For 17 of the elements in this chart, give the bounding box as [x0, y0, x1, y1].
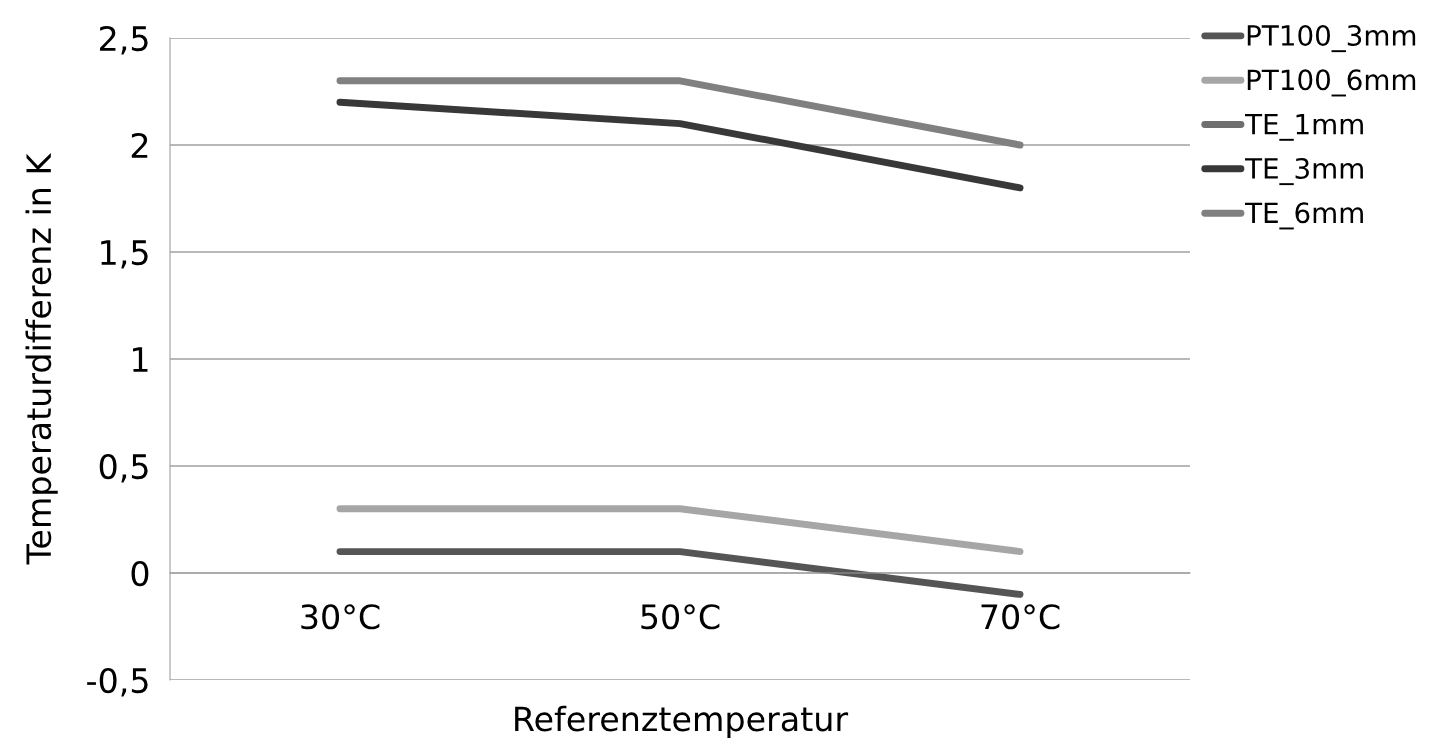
legend-label: PT100_6mm: [1247, 69, 1416, 97]
x-tick-label: 50°C: [641, 604, 720, 630]
legend-label: TE_6mm: [1245, 202, 1363, 230]
y-axis-title: Temperaturdifferenz in K: [25, 152, 58, 565]
y-tick-label: 2: [131, 132, 148, 158]
legend-label: TE_3mm: [1245, 157, 1363, 186]
y-tick-label: -0,5: [87, 667, 148, 697]
y-tick-label: 0: [131, 560, 149, 587]
y-tick-label: 0,5: [99, 453, 148, 483]
y-tick-label: 1,5: [101, 240, 148, 269]
x-tick-label: 30°C: [301, 604, 380, 630]
y-tick-label: 1: [133, 347, 148, 372]
x-tick-label: 70°C: [981, 604, 1060, 630]
legend-label: TE_1mm: [1245, 113, 1363, 141]
legend-label: PT100_3mm: [1247, 24, 1416, 53]
y-tick-label: 2,5: [99, 25, 148, 55]
x-axis-title: Referenztemperatur: [515, 705, 849, 738]
